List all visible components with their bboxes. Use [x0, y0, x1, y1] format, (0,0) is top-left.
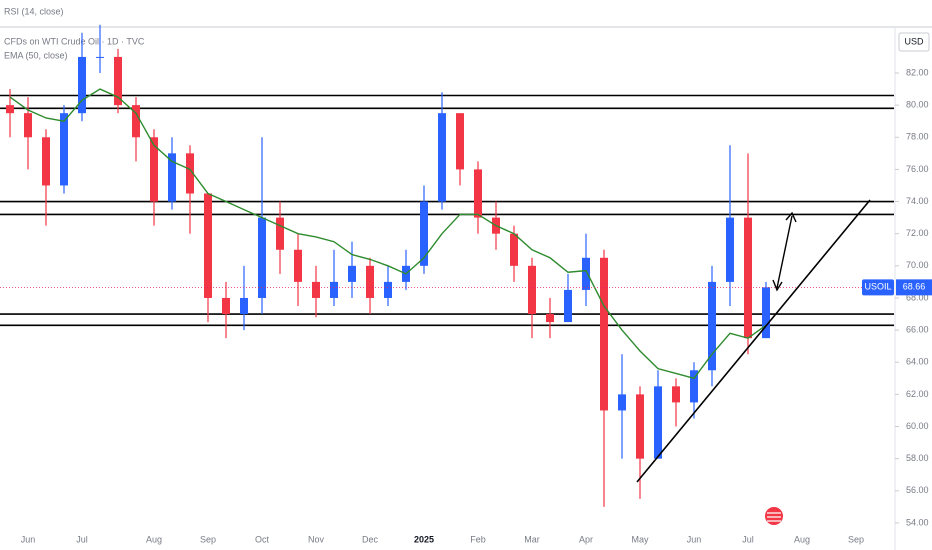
x-tick-label: Oct [255, 534, 270, 544]
candle-body [420, 201, 428, 266]
candle-body [654, 386, 662, 459]
y-tick-label: 76.00 [906, 164, 929, 174]
y-tick-label: 66.00 [906, 324, 929, 334]
candle-body [582, 257, 590, 290]
x-tick-label: 2025 [414, 534, 434, 544]
candle-body [258, 217, 266, 298]
candle-body [312, 281, 320, 298]
x-tick-label: Mar [524, 534, 540, 544]
candle-body [474, 169, 482, 218]
arrow [776, 215, 793, 289]
arrow-heads [772, 211, 797, 292]
candle-body [618, 394, 626, 411]
candle-body [384, 281, 392, 298]
candle-body [114, 56, 122, 106]
candle-body [708, 281, 716, 371]
candle-body [168, 153, 176, 202]
price-tag [896, 279, 932, 296]
x-tick-label: Jun [21, 534, 36, 544]
candle-body [744, 217, 752, 339]
x-tick-label: Jul [76, 534, 88, 544]
candle-body [6, 105, 14, 114]
candle-body [348, 265, 356, 282]
price-label: 68.66 [903, 282, 926, 292]
candle-body [204, 193, 212, 298]
y-tick-label: 70.00 [906, 260, 929, 270]
candle-body [600, 257, 608, 411]
trendline [636, 199, 871, 483]
event-flag[interactable] [765, 507, 783, 525]
candle-body [546, 314, 554, 323]
y-tick-label: 60.00 [906, 421, 929, 431]
currency[interactable]: USD [904, 36, 924, 46]
candle-body [510, 233, 518, 266]
x-tick-label: Dec [362, 534, 379, 544]
y-tick-label: 68.00 [906, 292, 929, 302]
y-tick-label: 54.00 [906, 517, 929, 527]
candle-body [528, 265, 536, 315]
flag-stripes [767, 512, 781, 522]
currency-box[interactable] [898, 32, 930, 52]
x-tick-label: Aug [794, 534, 810, 544]
ema-line [9, 88, 767, 380]
x-tick-label: Feb [470, 534, 486, 544]
candle-body [60, 113, 68, 186]
y-tick-label: 62.00 [906, 389, 929, 399]
symbol-label: USOIL [864, 282, 891, 292]
x-tick-label: Sep [200, 534, 216, 544]
candle-body [672, 386, 680, 403]
y-tick-label: 74.00 [906, 196, 929, 206]
candle-body [294, 249, 302, 282]
x-tick-label: Sep [848, 534, 864, 544]
ema-label: EMA (50, close) [4, 50, 68, 60]
y-tick-label: 78.00 [906, 132, 929, 142]
y-tick-label: 64.00 [906, 357, 929, 367]
x-tick-label: May [631, 534, 649, 544]
candle-body [222, 297, 230, 315]
candle-body [132, 105, 140, 138]
y-tick-label: 56.00 [906, 485, 929, 495]
candle-body [24, 113, 32, 138]
candle-body [42, 137, 50, 186]
x-tick-label: Nov [308, 534, 325, 544]
candle-body [240, 297, 248, 315]
candle-body [78, 56, 86, 114]
candle-body [564, 289, 572, 323]
candle-body [366, 265, 374, 298]
indicator-label: RSI (14, close) [4, 6, 64, 16]
y-tick-label: 58.00 [906, 453, 929, 463]
candle-body [96, 56, 104, 58]
x-tick-label: Apr [579, 534, 593, 544]
x-tick-label: Jul [742, 534, 754, 544]
y-tick-label: 82.00 [906, 67, 929, 77]
candle-body [726, 217, 734, 282]
x-tick-label: Aug [146, 534, 162, 544]
y-tick-label: 80.00 [906, 100, 929, 110]
candle-body [690, 370, 698, 403]
candle-body [330, 281, 338, 298]
y-tick-label: 72.00 [906, 228, 929, 238]
candle-body [438, 113, 446, 202]
plot-area: 54.00 56.00 58.00 60.00 62.00 64.00 66.00 68.00… [0, 24, 929, 544]
chart-title: CFDs on WTI Crude Oil · 1D · TVC [4, 36, 145, 46]
candle-body [186, 153, 194, 194]
candle-body [456, 113, 464, 170]
candle-body [636, 394, 644, 459]
x-tick-label: Jun [687, 534, 702, 544]
candle-body [276, 217, 284, 250]
candle-body [762, 287, 770, 339]
symbol-tag [862, 279, 894, 296]
candle-body [150, 137, 158, 202]
